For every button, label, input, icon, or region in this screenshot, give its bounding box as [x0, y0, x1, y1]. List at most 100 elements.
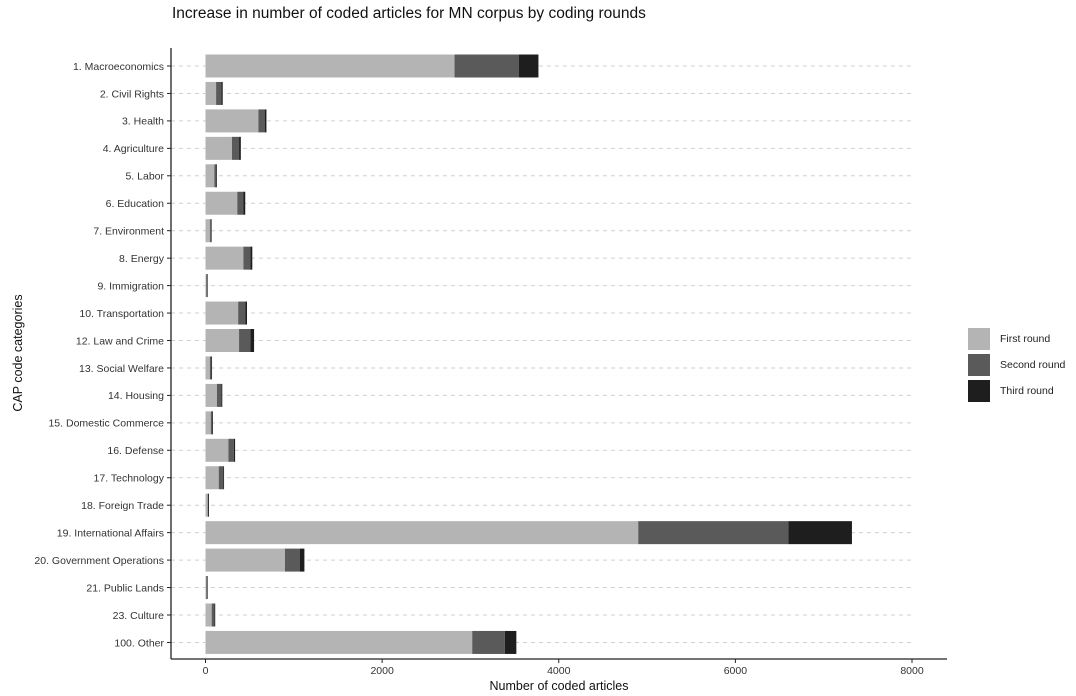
bar-segment [206, 274, 208, 298]
category-label: 21. Public Lands [86, 582, 164, 594]
bar-segment [205, 109, 259, 133]
bar-segment [250, 246, 253, 270]
bar-segment [519, 54, 539, 78]
legend-item: Third round [968, 378, 1065, 404]
legend-item: First round [968, 326, 1065, 352]
bar-segment [504, 630, 517, 654]
category-label: 16. Defense [107, 445, 164, 457]
bar-segment [205, 466, 219, 490]
category-label: 19. International Affairs [57, 527, 164, 539]
category-labels: 1. Macroeconomics 2. Civil Rights 3. Healt… [34, 61, 171, 649]
bar-segment [218, 466, 224, 490]
category-label: 7. Environment [93, 226, 164, 238]
category-label: 5. Labor [125, 171, 164, 183]
bar-segment [264, 109, 267, 133]
bar-segment [205, 329, 240, 352]
bar-segment [216, 81, 222, 105]
y-axis-title: CAP code categories [11, 294, 25, 411]
bar-segment [208, 493, 209, 517]
bar-segment [788, 521, 852, 545]
bar-segment [205, 136, 232, 160]
bar-segment [258, 109, 265, 133]
category-label: 2. Civil Rights [100, 88, 164, 100]
bars [205, 54, 852, 654]
bar-segment [209, 219, 211, 243]
x-tick-label: 0 [203, 665, 209, 677]
bar-segment [206, 576, 208, 600]
category-label: 3. Health [122, 116, 164, 128]
category-label: 23. Culture [113, 610, 165, 622]
x-tick-label: 4000 [547, 665, 571, 677]
bar-segment [221, 383, 223, 407]
bar-segment [238, 301, 246, 325]
legend-swatch [968, 380, 990, 402]
category-label: 6. Education [106, 198, 165, 210]
legend-swatch [968, 354, 990, 376]
bar-segment [206, 576, 208, 600]
category-label: 12. Law and Crime [76, 335, 164, 347]
chart-title: Increase in number of coded articles for… [172, 5, 646, 22]
bar-segment [205, 548, 285, 572]
x-tick-label: 8000 [900, 665, 924, 677]
bar-segment [205, 603, 212, 627]
bar-segment [239, 329, 251, 352]
bar-segment [638, 521, 789, 545]
category-label: 10. Transportation [79, 308, 164, 320]
bar-segment [209, 356, 212, 380]
bar-segment [231, 136, 240, 160]
legend: First round Second round Third round [968, 326, 1065, 404]
bar-segment [205, 576, 207, 600]
bar-segment [205, 274, 207, 298]
bar-segment [245, 301, 248, 325]
bar-segment [205, 630, 473, 654]
legend-label: First round [1000, 333, 1051, 345]
bar-segment [205, 301, 239, 325]
bar-segment [237, 191, 244, 215]
bar-segment [239, 136, 241, 160]
bar-segment [216, 164, 217, 188]
bar-segment [210, 219, 212, 243]
x-ticks: 0 2000 4000 6000 8000 [203, 659, 924, 677]
category-label: 4. Agriculture [103, 143, 164, 155]
bar-segment [243, 191, 246, 215]
x-axis-title: Number of coded articles [490, 679, 629, 693]
bar-segment [207, 493, 209, 517]
legend-item: Second round [968, 352, 1065, 378]
legend-label: Second round [1000, 359, 1066, 371]
category-label: 8. Energy [119, 253, 165, 265]
category-label: 14. Housing [108, 390, 164, 402]
legend-label: Third round [1000, 385, 1054, 397]
bar-segment [228, 438, 234, 462]
bar-segment [243, 246, 251, 270]
category-label: 13. Social Welfare [79, 363, 164, 375]
bar-segment [211, 356, 213, 380]
bar-segment [233, 438, 236, 462]
x-tick-label: 2000 [370, 665, 394, 677]
legend-swatch [968, 328, 990, 350]
bar-segment [205, 356, 210, 380]
category-label: 17. Technology [94, 473, 165, 485]
bar-segment [216, 383, 222, 407]
bar-segment [210, 411, 213, 435]
bar-segment [205, 438, 229, 462]
bar-segment [205, 383, 217, 407]
bar-segment [454, 54, 520, 78]
bar-segment [223, 466, 225, 490]
bar-segment [205, 219, 210, 243]
category-label: 1. Macroeconomics [73, 61, 164, 73]
bar-segment [250, 329, 255, 352]
bar-segment [205, 521, 639, 545]
bar-segment [205, 191, 238, 215]
bar-segment [212, 411, 213, 435]
bar-segment [205, 493, 208, 517]
bar-segment [205, 164, 215, 188]
bar-segment [211, 603, 215, 627]
bar-segment [205, 54, 455, 78]
bar-segment [206, 274, 208, 298]
bar-segment [299, 548, 305, 572]
category-label: 20. Government Operations [34, 555, 164, 567]
bar-segment [205, 246, 244, 270]
bar-segment [214, 603, 216, 627]
bar-segment [472, 630, 505, 654]
